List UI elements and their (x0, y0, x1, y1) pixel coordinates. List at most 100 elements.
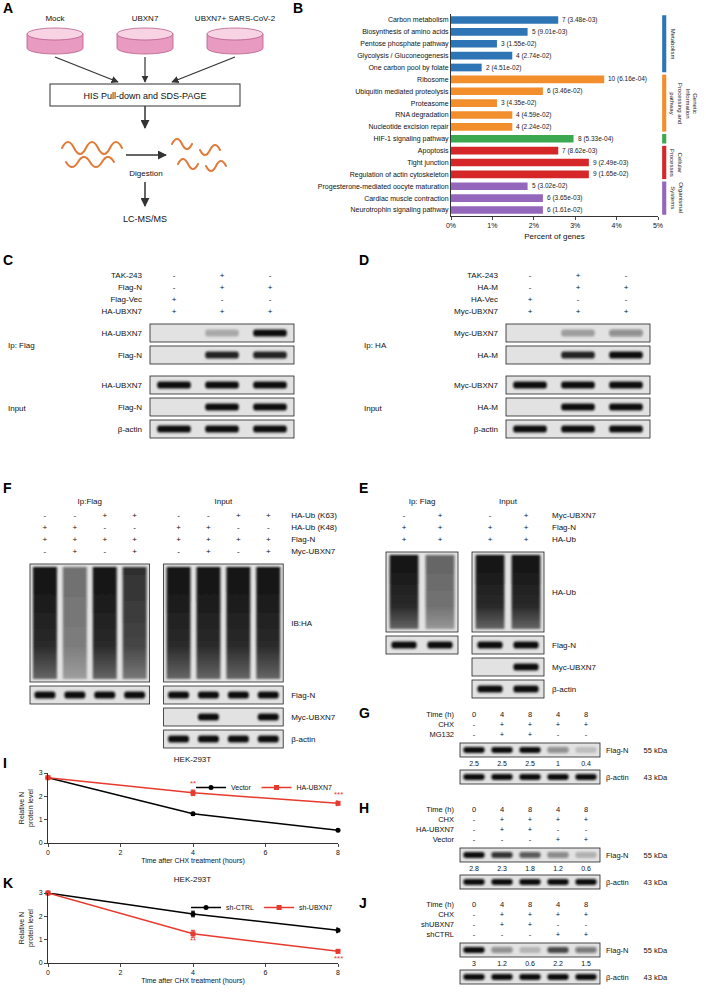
svg-text:-: - (177, 511, 180, 520)
svg-text:+: + (438, 535, 443, 544)
svg-text:-: - (103, 547, 106, 556)
svg-text:sh-CTRL: sh-CTRL (226, 904, 254, 911)
svg-text:4%: 4% (612, 222, 622, 229)
svg-text:Nucleotide excision repair: Nucleotide excision repair (368, 123, 449, 131)
svg-text:LC-MS/MS: LC-MS/MS (123, 214, 167, 224)
svg-text:Ubiquitin mediated proteolysis: Ubiquitin mediated proteolysis (355, 88, 449, 96)
svg-text:Pentose phosphate pathway: Pentose phosphate pathway (360, 40, 449, 48)
svg-text:β-actin: β-actin (606, 973, 629, 982)
svg-text:HA-UBXN7: HA-UBXN7 (102, 307, 143, 316)
svg-text:-: - (529, 271, 532, 280)
svg-text:OrganismalSystems: OrganismalSystems (670, 182, 684, 213)
svg-text:43 kDa: 43 kDa (644, 773, 669, 782)
svg-text:+: + (176, 523, 181, 532)
svg-text:HA-UBXN7: HA-UBXN7 (102, 381, 143, 390)
svg-text:+: + (584, 815, 589, 824)
svg-text:0: 0 (472, 900, 476, 909)
svg-text:IB:HA: IB:HA (291, 619, 313, 628)
svg-text:-: - (473, 930, 476, 939)
svg-text:TAK-243: TAK-243 (467, 271, 499, 280)
svg-text:Glycolysis / Gluconeogenesis: Glycolysis / Gluconeogenesis (357, 52, 449, 60)
svg-text:Percent of genes: Percent of genes (524, 232, 584, 241)
svg-text:0.6: 0.6 (525, 960, 535, 967)
svg-text:Metabolism: Metabolism (670, 29, 676, 60)
svg-text:-: - (267, 523, 270, 532)
svg-text:-: - (44, 511, 47, 520)
svg-text:HA-Vec: HA-Vec (471, 295, 498, 304)
svg-text:+: + (73, 535, 78, 544)
svg-text:+: + (576, 307, 581, 316)
svg-text:***: *** (334, 790, 343, 799)
svg-text:6 (3.65e-03): 6 (3.65e-03) (547, 194, 582, 202)
svg-text:+: + (268, 307, 273, 316)
svg-text:Ip:Flag: Ip:Flag (78, 497, 102, 506)
svg-text:-: - (221, 295, 224, 304)
svg-text:+: + (43, 535, 48, 544)
svg-text:-: - (237, 547, 240, 556)
svg-text:9 (1.65e-02): 9 (1.65e-02) (593, 170, 628, 178)
svg-text:-: - (473, 815, 476, 824)
svg-text:HA-M: HA-M (478, 283, 499, 292)
svg-text:6: 6 (264, 849, 268, 856)
svg-text:HA-Ub: HA-Ub (552, 588, 577, 597)
svg-text:6 (3.46e-02): 6 (3.46e-02) (547, 87, 582, 95)
svg-text:Apoptosis: Apoptosis (418, 147, 449, 155)
svg-text:HIS Pull-down and SDS-PAGE: HIS Pull-down and SDS-PAGE (84, 91, 207, 101)
svg-text:1: 1 (39, 816, 43, 823)
svg-text:1.5: 1.5 (581, 960, 591, 967)
svg-text:-: - (529, 283, 532, 292)
svg-text:-: - (207, 511, 210, 520)
svg-text:+: + (624, 283, 629, 292)
svg-text:Flag-N: Flag-N (606, 851, 629, 860)
svg-text:-: - (473, 720, 476, 729)
svg-text:Ribosome: Ribosome (417, 76, 449, 83)
svg-text:3%: 3% (570, 222, 580, 229)
svg-text:Input: Input (215, 497, 234, 506)
svg-text:2 (4.51e-02): 2 (4.51e-02) (486, 64, 521, 72)
svg-text:+: + (500, 910, 505, 919)
svg-text:4 (2.74e-02): 4 (2.74e-02) (516, 52, 551, 60)
svg-text:0: 0 (46, 969, 50, 976)
svg-text:-: - (44, 547, 47, 556)
svg-text:HA-Ub (K63): HA-Ub (K63) (291, 511, 337, 520)
svg-text:-: - (269, 295, 272, 304)
svg-text:Time after CHX treatment (hour: Time after CHX treatment (hours) (141, 977, 245, 985)
svg-text:+: + (528, 730, 533, 739)
svg-text:0: 0 (46, 849, 50, 856)
svg-text:-: - (557, 730, 560, 739)
svg-text:1.2: 1.2 (553, 865, 563, 872)
svg-text:One carbon pool by folate: One carbon pool by folate (368, 64, 448, 72)
svg-text:55 kDa: 55 kDa (644, 746, 669, 755)
svg-text:4: 4 (500, 805, 504, 814)
svg-text:2.5: 2.5 (497, 760, 507, 767)
svg-text:+: + (528, 825, 533, 834)
svg-text:+: + (266, 535, 271, 544)
svg-text:+: + (176, 535, 181, 544)
svg-text:β-actin: β-actin (606, 878, 629, 887)
svg-text:+: + (528, 720, 533, 729)
svg-text:8: 8 (528, 805, 532, 814)
svg-text:Flag-N: Flag-N (606, 946, 629, 955)
svg-text:-: - (557, 825, 560, 834)
svg-text:+: + (172, 307, 177, 316)
svg-text:0: 0 (472, 710, 476, 719)
svg-text:-: - (403, 511, 406, 520)
svg-text:+: + (500, 720, 505, 729)
svg-text:-: - (625, 271, 628, 280)
svg-text:+: + (528, 815, 533, 824)
svg-text:MG132: MG132 (429, 730, 454, 739)
svg-text:Flag-N: Flag-N (291, 535, 315, 544)
svg-text:1: 1 (39, 936, 43, 943)
svg-text:HA-Ub (K48): HA-Ub (K48) (291, 523, 337, 532)
svg-text:HA-M: HA-M (478, 351, 499, 360)
svg-text:4: 4 (191, 849, 195, 856)
svg-text:-: - (473, 920, 476, 929)
svg-text:-: - (173, 271, 176, 280)
svg-text:HA-UBXN7: HA-UBXN7 (297, 784, 333, 791)
svg-text:+: + (438, 511, 443, 520)
svg-text:3 (4.35e-02): 3 (4.35e-02) (501, 99, 536, 107)
svg-text:**: ** (190, 779, 196, 788)
svg-text:Myc-UBXN7: Myc-UBXN7 (454, 307, 499, 316)
svg-text:Input: Input (364, 404, 383, 413)
svg-text:HEK-293T: HEK-293T (174, 755, 211, 764)
